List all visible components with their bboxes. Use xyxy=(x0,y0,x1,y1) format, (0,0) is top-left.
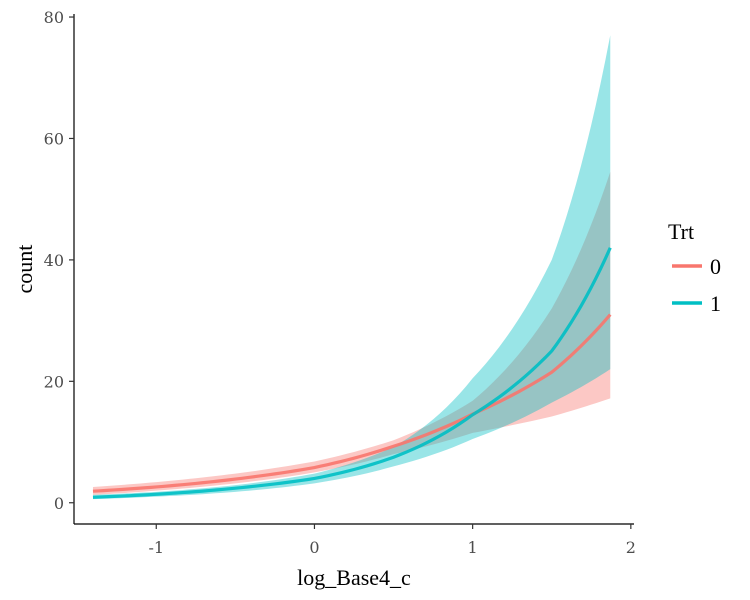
legend: Trt 0 1 xyxy=(668,219,721,316)
y-axis-title: count xyxy=(12,245,37,294)
y-tick-label: 60 xyxy=(44,129,64,148)
y-tick-label: 0 xyxy=(54,494,64,513)
series-lines xyxy=(92,247,612,499)
x-tick-label: 1 xyxy=(468,538,478,557)
y-ticks: 0 20 40 60 80 xyxy=(44,8,74,513)
x-tick-label: 2 xyxy=(626,538,636,557)
ci-bands xyxy=(92,35,611,500)
legend-label-trt-0: 0 xyxy=(710,254,721,279)
ci-band-trt-1 xyxy=(92,35,611,500)
series-line-trt-1 xyxy=(92,247,612,499)
x-ticks: -1 0 1 2 xyxy=(148,524,636,557)
x-axis-title: log_Base4_c xyxy=(297,565,411,590)
legend-title: Trt xyxy=(668,219,694,244)
series-line-trt-0 xyxy=(92,313,612,493)
x-tick-label: -1 xyxy=(148,538,164,557)
y-tick-label: 20 xyxy=(44,372,64,391)
y-tick-label: 40 xyxy=(44,251,64,270)
ci-band-trt-0 xyxy=(92,171,611,495)
y-tick-label: 80 xyxy=(44,8,64,27)
x-tick-label: 0 xyxy=(309,538,319,557)
legend-label-trt-1: 1 xyxy=(710,291,721,316)
